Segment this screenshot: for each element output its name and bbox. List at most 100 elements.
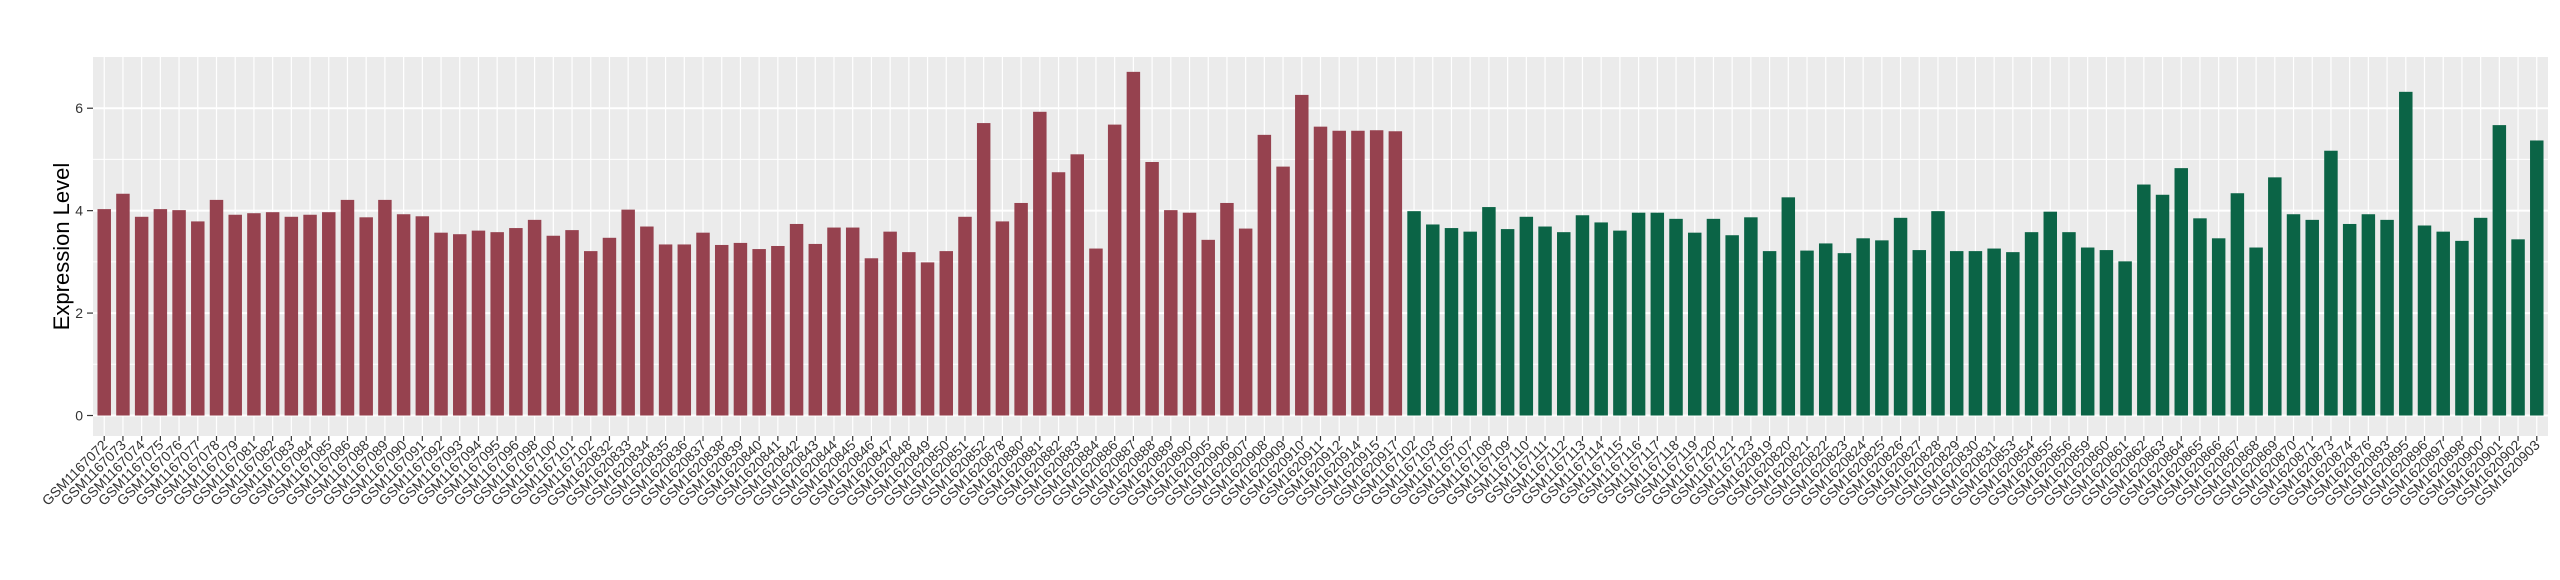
bar-GSM1167108 — [1482, 207, 1496, 416]
bar-GSM1620887 — [1126, 71, 1141, 416]
bar-GSM1167102 — [1407, 211, 1421, 416]
bar-GSM1167118 — [1669, 218, 1683, 416]
bar-GSM1620907 — [1238, 228, 1253, 416]
bar-GSM1620832 — [602, 237, 617, 416]
bar-GSM1620901 — [2492, 125, 2507, 416]
bar-GSM1620869 — [2268, 177, 2282, 416]
bar-GSM1620912 — [1332, 130, 1346, 416]
bar-GSM1167090 — [396, 214, 411, 416]
bar-GSM1167077 — [191, 221, 205, 416]
bar-GSM1620905 — [1201, 239, 1215, 416]
y-axis-title: Expression Level — [49, 163, 74, 331]
bar-GSM1620896 — [2417, 225, 2432, 416]
bar-GSM1620866 — [2211, 238, 2226, 416]
bar-GSM1167114 — [1594, 222, 1608, 416]
bar-GSM1620906 — [1220, 202, 1234, 416]
bar-GSM1620870 — [2286, 214, 2301, 416]
bar-GSM1620841 — [771, 245, 785, 416]
bar-GSM1620884 — [1089, 248, 1103, 416]
bar-GSM1620844 — [827, 227, 841, 416]
bar-GSM1620845 — [845, 227, 860, 416]
bar-GSM1167098 — [527, 219, 542, 416]
bar-GSM1620829 — [1949, 251, 1964, 416]
bar-GSM1620890 — [1182, 212, 1197, 416]
bar-GSM1620840 — [752, 249, 766, 416]
bar-GSM1620867 — [2230, 193, 2245, 416]
bar-GSM1620881 — [1033, 111, 1047, 416]
bar-GSM1620820 — [1781, 197, 1796, 416]
bar-GSM1167091 — [415, 216, 430, 416]
bar-GSM1620914 — [1351, 130, 1365, 416]
bar-GSM1167121 — [1725, 235, 1739, 416]
bar-GSM1167081 — [247, 213, 261, 416]
bar-GSM1620886 — [1107, 124, 1122, 416]
bar-GSM1620889 — [1164, 210, 1178, 416]
bar-GSM1167073 — [116, 193, 130, 416]
bar-GSM1167115 — [1613, 230, 1627, 416]
bar-GSM1167075 — [153, 209, 168, 416]
bar-GSM1167103 — [1426, 224, 1440, 416]
bar-GSM1620895 — [2399, 91, 2413, 416]
bar-GSM1167093 — [453, 234, 467, 416]
bar-GSM1167112 — [1557, 232, 1571, 416]
bar-GSM1620852 — [976, 123, 991, 416]
bar-GSM1620871 — [2305, 219, 2319, 416]
bar-GSM1167096 — [509, 228, 523, 416]
bar-GSM1167072 — [97, 209, 111, 416]
bar-GSM1620883 — [1070, 154, 1084, 416]
bar-GSM1620846 — [864, 258, 879, 416]
bar-GSM1620848 — [902, 252, 916, 416]
bar-GSM1620855 — [2043, 211, 2057, 416]
bar-GSM1167117 — [1650, 212, 1665, 416]
bar-GSM1620878 — [995, 221, 1010, 416]
bar-GSM1620897 — [2436, 231, 2450, 416]
bar-GSM1620831 — [1987, 248, 2001, 416]
bar-GSM1167102 — [584, 251, 598, 416]
bar-GSM1620863 — [2155, 194, 2170, 416]
y-tick-label: 0 — [75, 408, 83, 424]
bar-GSM1620850 — [939, 251, 953, 416]
y-tick-label: 2 — [75, 305, 83, 321]
bar-GSM1620909 — [1276, 166, 1290, 416]
bar-GSM1620826 — [1893, 217, 1908, 416]
bar-GSM1620827 — [1912, 250, 1927, 416]
bar-GSM1620854 — [2024, 232, 2039, 416]
bar-GSM1620843 — [808, 243, 823, 416]
bar-GSM1620849 — [920, 262, 935, 416]
bar-GSM1620837 — [696, 232, 710, 416]
bar-GSM1620853 — [2006, 252, 2020, 416]
bar-GSM1167078 — [209, 199, 224, 416]
bar-GSM1620824 — [1856, 238, 1870, 416]
bar-GSM1620833 — [621, 209, 635, 416]
bar-GSM1167109 — [1500, 229, 1515, 416]
bar-GSM1620908 — [1257, 134, 1272, 416]
bar-GSM1620836 — [677, 244, 692, 416]
bar-GSM1167094 — [471, 230, 486, 416]
bar-GSM1167110 — [1519, 216, 1534, 416]
bar-GSM1620823 — [1837, 253, 1852, 416]
bar-GSM1167116 — [1631, 212, 1646, 416]
bar-GSM1620860 — [2099, 250, 2114, 416]
bar-GSM1167100 — [546, 235, 561, 416]
bar-GSM1167074 — [134, 216, 149, 416]
bar-GSM1620838 — [714, 244, 729, 416]
bar-GSM1620876 — [2361, 214, 2376, 416]
y-axis: 0 2 4 6 — [75, 100, 93, 424]
bar-GSM1620917 — [1388, 131, 1403, 416]
bar-GSM1620862 — [2137, 184, 2151, 416]
bar-GSM1620915 — [1369, 130, 1384, 416]
bar-GSM1167089 — [378, 199, 392, 416]
bar-GSM1167095 — [490, 232, 504, 416]
bar-GSM1167088 — [359, 217, 373, 416]
bar-GSM1620911 — [1313, 126, 1328, 416]
bar-GSM1167086 — [340, 199, 355, 416]
bar-GSM1167076 — [172, 210, 186, 416]
bar-GSM1620851 — [958, 216, 972, 416]
bar-GSM1620900 — [2473, 217, 2488, 416]
bar-GSM1167085 — [322, 212, 336, 416]
bar-GSM1620882 — [1051, 172, 1066, 416]
bar-GSM1167092 — [434, 232, 448, 416]
bar-GSM1620910 — [1295, 94, 1309, 416]
x-axis: GSM1167072GSM1167073GSM1167074GSM1167075… — [39, 436, 2543, 509]
